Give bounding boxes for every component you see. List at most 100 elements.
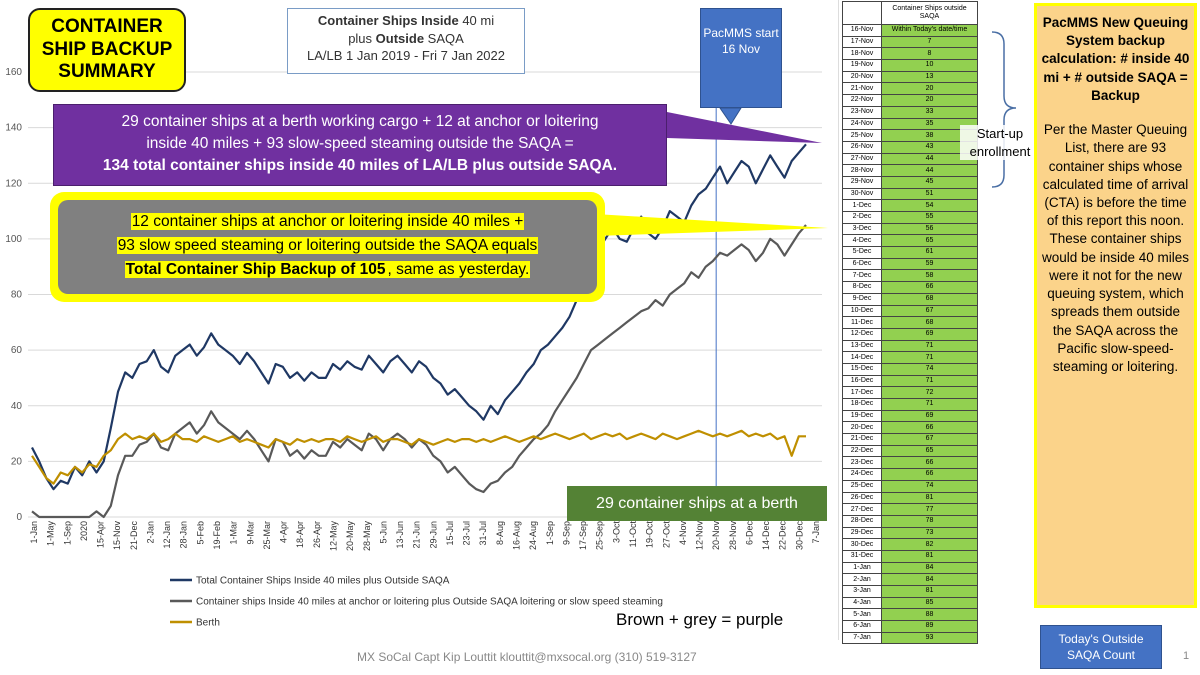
table-row: 23-Dec 66 [842, 456, 978, 470]
x-tick-label: 28-Nov [728, 521, 738, 551]
page-number: 1 [1183, 650, 1190, 662]
table-row: 9-Dec 68 [842, 292, 978, 306]
table-date-cell: 12-Dec [842, 327, 882, 341]
subtitle-outside-bold: Outside [375, 30, 425, 46]
x-tick-label: 21-Jun [412, 521, 422, 549]
table-count-cell: 54 [881, 199, 978, 212]
x-tick-label: 16-Aug [512, 521, 522, 550]
table-row: 26-Nov 43 [842, 140, 978, 154]
table-count-cell: 68 [881, 292, 978, 306]
legend-label-2: Container ships Inside 40 miles at ancho… [196, 597, 663, 608]
total-ships-callout: 29 container ships at a berth working ca… [53, 104, 667, 186]
table-count-cell: 66 [881, 468, 978, 481]
table-count-cell: 67 [881, 304, 978, 318]
outside-saqa-count-callout: Today's Outside SAQA Count [1040, 625, 1162, 669]
table-date-cell: 21-Nov [842, 82, 882, 96]
total-ships-line-3: 134 total container ships inside 40 mile… [102, 157, 618, 174]
table-row: 24-Dec 66 [842, 468, 978, 481]
backup-calculation-panel: PacMMS New Queuing System backup calcula… [1034, 3, 1197, 608]
x-tick-label: 13-Jun [395, 521, 405, 549]
summary-title-box: CONTAINER SHIP BACKUP SUMMARY [28, 8, 186, 92]
table-count-cell: 77 [881, 503, 978, 516]
table-row: 4-Jan 85 [842, 596, 978, 610]
x-tick-label: 9-Sep [561, 521, 571, 545]
x-tick-label: 4-Nov [678, 521, 688, 546]
table-date-cell: 21-Dec [842, 433, 882, 446]
table-row: 5-Jan 88 [842, 608, 978, 622]
x-tick-label: 21-Dec [129, 521, 139, 551]
table-date-cell: 26-Dec [842, 491, 882, 505]
x-tick-label: 25-Sep [595, 521, 605, 550]
summary-title: CONTAINER SHIP BACKUP SUMMARY [41, 15, 173, 83]
table-row: 21-Dec 67 [842, 433, 978, 446]
table-row: 16-Dec 71 [842, 374, 978, 388]
table-count-cell: 35 [881, 117, 978, 131]
table-count-cell: 74 [881, 362, 978, 376]
table-date-cell: 2-Jan [842, 573, 882, 586]
table-row: 19-Nov 10 [842, 59, 978, 72]
table-date-cell: 24-Nov [842, 117, 882, 131]
table-date-cell: 5-Jan [842, 608, 882, 622]
table-count-cell: 44 [881, 164, 978, 177]
table-row: 25-Nov 38 [842, 129, 978, 142]
table-count-cell: 85 [881, 596, 978, 610]
saqa-count-table: Container Ships outside SAQA 16-Nov Withi… [842, 1, 978, 645]
table-count-cell: 58 [881, 269, 978, 283]
x-tick-label: 12-Nov [695, 521, 705, 551]
table-date-cell: 16-Dec [842, 374, 882, 388]
table-date-cell: 3-Dec [842, 222, 882, 236]
table-date-cell: 16-Nov [842, 24, 882, 37]
table-date-cell: 6-Jan [842, 620, 882, 633]
y-tick-label: 160 [5, 67, 22, 78]
x-tick-label: 2-Jan [145, 521, 155, 544]
x-tick-label: 1-Jan [29, 521, 39, 544]
table-count-cell: 88 [881, 608, 978, 622]
table-row: 12-Dec 69 [842, 327, 978, 341]
table-row: 6-Dec 59 [842, 257, 978, 271]
x-tick-label: 11-Oct [628, 521, 638, 548]
subtitle-inside-bold: Container Ships Inside [317, 13, 459, 28]
table-date-cell: 28-Nov [842, 164, 882, 177]
table-row: 30-Dec 82 [842, 538, 978, 551]
table-count-cell: 82 [881, 538, 978, 551]
table-date-cell: 1-Dec [842, 199, 882, 212]
table-row: 22-Dec 65 [842, 444, 978, 458]
subtitle-line-3: LA/LB 1 Jan 2019 - Fri 7 Jan 2022 [306, 48, 505, 64]
table-date-cell: 27-Dec [842, 503, 882, 516]
table-date-cell: 19-Nov [842, 59, 882, 72]
table-count-cell: 51 [881, 187, 978, 201]
table-count-cell: 59 [881, 257, 978, 271]
table-date-cell: 30-Nov [842, 187, 882, 201]
table-count-cell: 93 [881, 631, 978, 645]
x-tick-label: 5-Feb [195, 521, 205, 545]
table-row: 14-Dec 71 [842, 351, 978, 364]
subtitle-outside-pre: plus [348, 30, 376, 46]
table-date-cell: 8-Dec [842, 281, 882, 294]
x-tick-label: 12-Jan [162, 521, 172, 549]
table-row: 2-Jan 84 [842, 573, 978, 586]
table-row: 30-Nov 51 [842, 187, 978, 201]
table-count-cell: 81 [881, 491, 978, 505]
x-tick-label: 2020 [79, 521, 89, 541]
x-tick-label: 14-Dec [761, 521, 771, 551]
table-count-cell: 89 [881, 620, 978, 633]
table-date-cell: 5-Dec [842, 246, 882, 259]
y-tick-label: 120 [5, 178, 22, 189]
table-count-cell: 78 [881, 514, 978, 528]
table-date-cell: 25-Dec [842, 479, 882, 493]
table-date-cell: 10-Dec [842, 304, 882, 318]
x-tick-label: 1-Sep [545, 521, 555, 545]
table-count-cell: 66 [881, 456, 978, 470]
table-date-cell: 30-Dec [842, 538, 882, 551]
table-count-cell: 71 [881, 374, 978, 388]
total-ships-line-1: 29 container ships at a berth working ca… [121, 113, 599, 130]
x-tick-label: 1-Sep [62, 521, 72, 545]
table-row: 23-Nov 33 [842, 105, 978, 119]
table-row: 28-Dec 78 [842, 514, 978, 528]
chart-subtitle-box: Container Ships Inside 40 mi plus Outsid… [287, 8, 525, 74]
x-tick-label: 5-Jun [378, 521, 388, 544]
y-tick-label: 80 [11, 290, 23, 301]
table-date-cell: 11-Dec [842, 316, 882, 329]
table-count-cell: 55 [881, 211, 978, 224]
table-date-cell: 4-Dec [842, 234, 882, 248]
